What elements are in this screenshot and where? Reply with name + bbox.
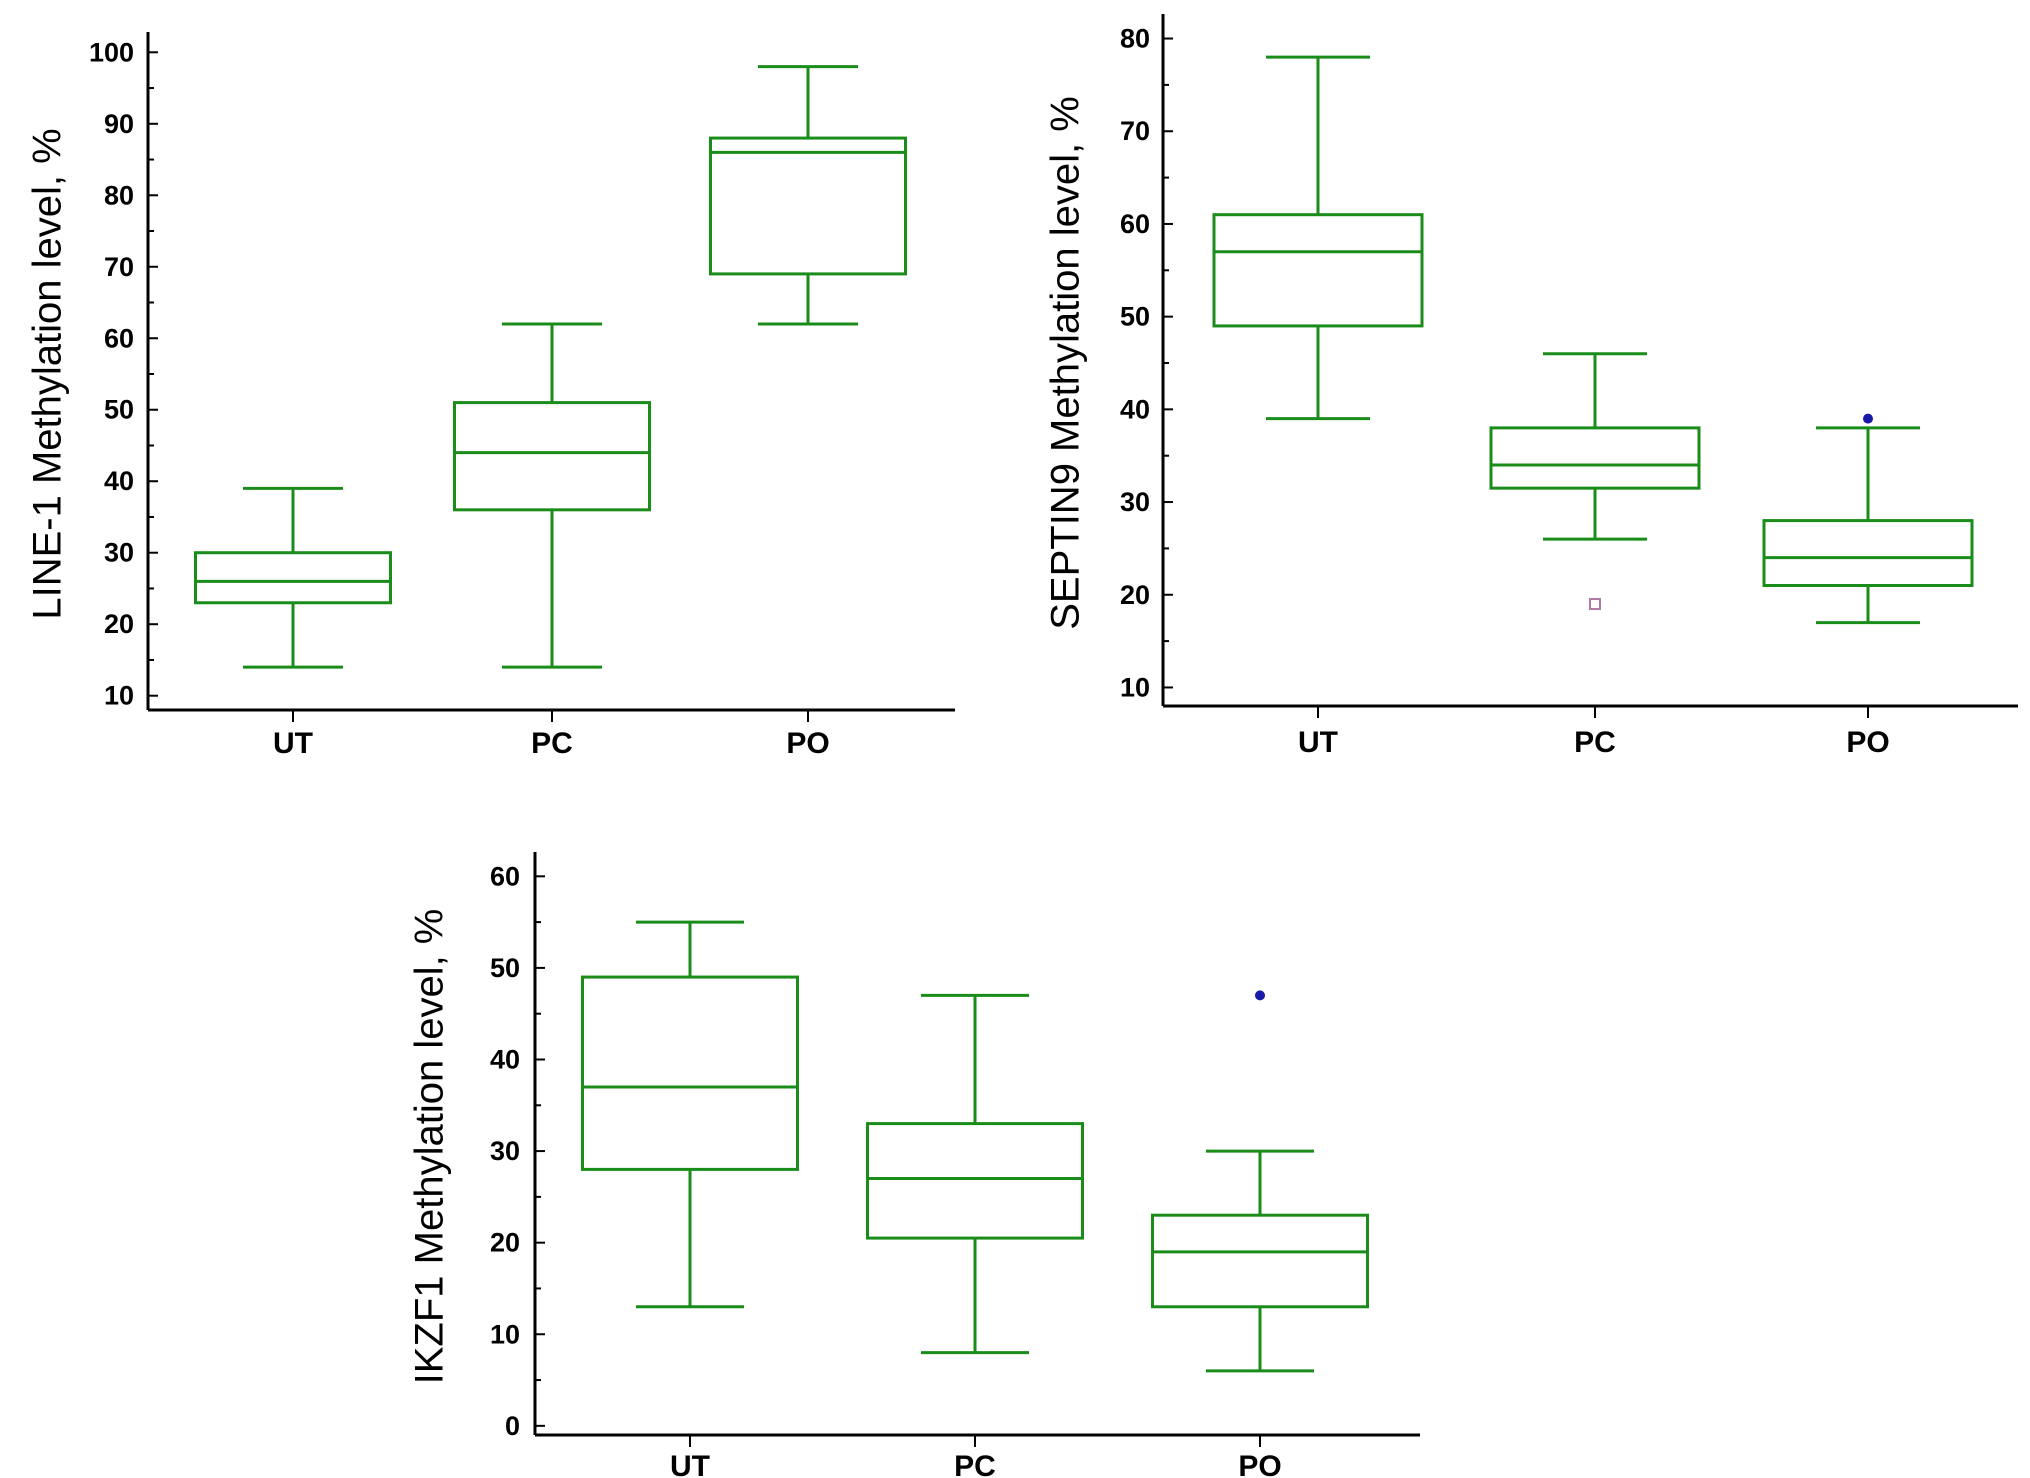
y-tick-label: 80	[104, 180, 134, 210]
x-tick-label: UT	[273, 727, 313, 760]
ikzf1-chart: 0 10 20 30 40 50 60 IKZF1 Methylation level, % U…	[408, 852, 1420, 1478]
y-tick-label: 60	[1120, 209, 1150, 239]
iqr-box	[581, 975, 799, 1171]
iqr-box	[1489, 426, 1701, 490]
y-tick-label: 100	[89, 37, 134, 67]
y-tick-label: 20	[490, 1228, 520, 1258]
iqr-box	[866, 1122, 1084, 1240]
y-tick-label: 50	[104, 395, 134, 425]
y-tick-label: 60	[104, 323, 134, 353]
y-tick-label: 0	[505, 1411, 520, 1441]
outlier-point	[1863, 413, 1873, 424]
box-pc	[453, 322, 651, 669]
y-tick-label: 70	[1120, 116, 1150, 146]
iqr-box	[194, 551, 392, 605]
line1-chart: 10 20 30 40 50 60 70 80 90 100 LINE-1 Methylation …	[26, 32, 955, 760]
y-axis-label: SEPTIN9 Methylation level, %	[1044, 96, 1088, 630]
box-ut	[1212, 55, 1424, 421]
y-axis-label: LINE-1 Methylation level, %	[26, 128, 70, 619]
x-tick-label: PC	[954, 1450, 996, 1478]
iqr-box	[709, 136, 907, 276]
y-tick-label: 20	[1120, 580, 1150, 610]
y-tick-label: 40	[490, 1044, 520, 1074]
y-tick-label: 60	[490, 861, 520, 891]
iqr-box	[1212, 213, 1424, 328]
x-tick-label: PO	[786, 727, 829, 760]
box-pc	[1489, 352, 1701, 611]
y-tick-label: 10	[1120, 672, 1150, 702]
outlier-point	[1589, 598, 1601, 611]
y-tick-label: 90	[104, 109, 134, 139]
septin9-chart: 10 20 30 40 50 60 70 80 SEPTIN9 Methylation leve…	[1044, 14, 2018, 759]
iqr-box	[1151, 1213, 1369, 1309]
y-tick-label: 20	[104, 609, 134, 639]
iqr-box	[1762, 519, 1974, 587]
y-tick-label: 30	[490, 1136, 520, 1166]
box-pc	[866, 993, 1084, 1355]
y-tick-label: 80	[1120, 24, 1150, 54]
box-po	[1762, 413, 1974, 625]
x-tick-label: PC	[1574, 726, 1616, 759]
y-tick-label: 10	[104, 681, 134, 711]
box-po	[709, 65, 907, 326]
y-tick-label: 10	[490, 1319, 520, 1349]
y-tick-label: 40	[1120, 394, 1150, 424]
outlier-point	[1255, 990, 1265, 1001]
y-axis-label: IKZF1 Methylation level, %	[408, 909, 452, 1385]
y-tick-label: 50	[1120, 302, 1150, 332]
x-tick-label: PO	[1846, 726, 1889, 759]
y-tick-label: 50	[490, 953, 520, 983]
y-tick-label: 70	[104, 252, 134, 282]
y-tick-label: 30	[1120, 487, 1150, 517]
y-tick-label: 40	[104, 466, 134, 496]
x-tick-label: UT	[670, 1450, 710, 1478]
box-ut	[194, 486, 392, 669]
iqr-box	[453, 401, 651, 512]
x-tick-label: PO	[1238, 1450, 1281, 1478]
x-tick-label: PC	[531, 727, 573, 760]
box-ut	[581, 920, 799, 1309]
y-tick-label: 30	[104, 538, 134, 568]
box-po	[1151, 990, 1369, 1373]
x-tick-label: UT	[1298, 726, 1338, 759]
